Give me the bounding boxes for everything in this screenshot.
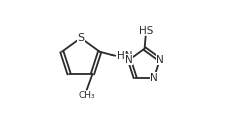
Text: HS: HS: [139, 26, 153, 36]
Text: N: N: [156, 55, 164, 65]
Text: N: N: [150, 73, 158, 83]
Text: N: N: [126, 55, 133, 65]
Text: CH₃: CH₃: [78, 91, 95, 100]
Text: S: S: [77, 33, 84, 43]
Text: HN: HN: [117, 51, 133, 61]
